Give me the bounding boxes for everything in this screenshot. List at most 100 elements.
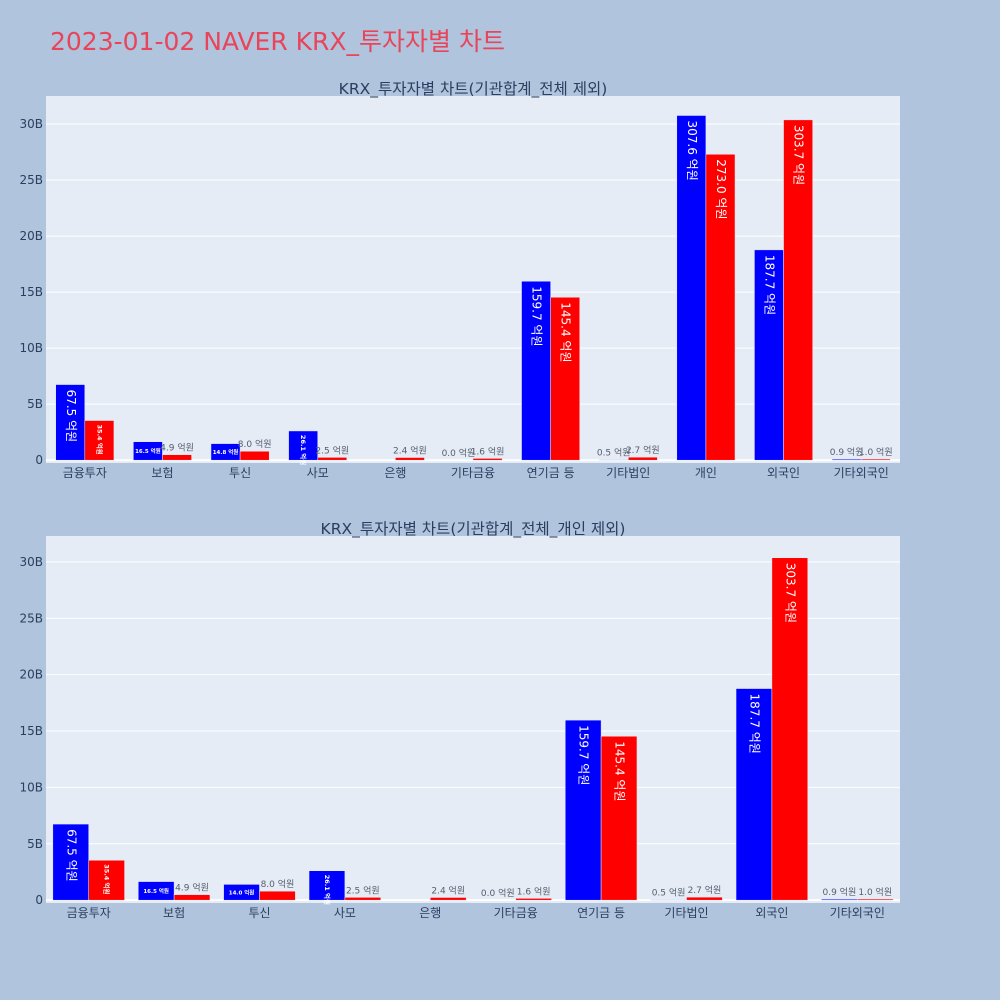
bar-buy <box>162 454 192 461</box>
bar-label: 145.4 억원 <box>559 302 573 362</box>
bar-label: 16.5 억원 <box>143 887 169 895</box>
y-tick-label: 0 <box>35 893 43 907</box>
bar-label: 1.6 억원 <box>471 445 505 457</box>
x-tick-label: 기타외국인 <box>834 466 889 480</box>
x-tick-label: 외국인 <box>767 466 800 480</box>
bar-sell <box>52 823 89 901</box>
x-tick-label: 기타금융 <box>494 906 538 920</box>
bar-label: 187.7 억원 <box>762 255 776 315</box>
bar-buy <box>173 894 211 901</box>
bar-buy <box>628 456 658 461</box>
bar-label: 1.0 억원 <box>858 886 892 898</box>
bar-label: 2.5 억원 <box>315 444 349 456</box>
bar-label: 159.7 억원 <box>577 725 591 785</box>
y-tick-label: 10B <box>19 341 43 355</box>
bar-label: 0.5 억원 <box>652 887 686 899</box>
x-tick-label: 금융투자 <box>63 466 107 480</box>
bar-sell <box>821 898 858 901</box>
bar-label: 1.0 억원 <box>859 446 893 458</box>
x-tick-label: 사모 <box>334 906 356 920</box>
bar-label: 159.7 억원 <box>530 286 544 346</box>
bar-label: 14.8 억원 <box>213 448 239 456</box>
x-tick-label: 외국인 <box>755 906 788 920</box>
bar-sell <box>754 249 784 461</box>
bar-sell <box>133 441 163 461</box>
y-tick-label: 20B <box>19 668 43 682</box>
x-tick-label: 기타법인 <box>664 906 708 920</box>
x-tick-label: 보험 <box>151 466 173 480</box>
x-tick-label: 기타외국인 <box>830 906 885 920</box>
x-tick-label: 기타법인 <box>606 466 650 480</box>
y-tick-label: 25B <box>19 611 43 625</box>
bar-sell <box>288 430 318 461</box>
bar-label: 2.7 억원 <box>626 444 660 456</box>
bar-buy <box>515 898 552 901</box>
bar-buy <box>600 735 638 901</box>
bar-label: 35.4 억원 <box>95 425 104 455</box>
bar-label: 26.1 억원 <box>299 435 308 465</box>
page-title: 2023-01-02 NAVER KRX_투자자별 차트 <box>50 27 505 56</box>
bar-label: 0.0 억원 <box>481 887 515 899</box>
bar-sell <box>55 384 86 461</box>
bar-buy <box>317 457 348 461</box>
bar-sell <box>676 115 707 461</box>
x-tick-label: 연기금 등 <box>577 906 625 920</box>
bar-label: 273.0 억원 <box>714 159 728 219</box>
bar-label: 8.0 억원 <box>238 438 272 450</box>
bar-buy <box>344 897 382 901</box>
bar-sell <box>521 280 551 461</box>
x-tick-label: 투신 <box>248 906 270 920</box>
bar-label: 187.7 억원 <box>747 694 761 754</box>
bar-sell <box>650 899 687 901</box>
x-tick-label: 보험 <box>163 906 185 920</box>
bar-buy <box>783 119 813 461</box>
y-tick-label: 15B <box>19 285 43 299</box>
bar-buy <box>550 297 580 461</box>
y-tick-label: 5B <box>27 397 43 411</box>
bar-buy <box>472 458 503 461</box>
bar-buy <box>771 557 809 901</box>
y-tick-label: 5B <box>27 837 43 851</box>
chart-investor-all: 0 5B 10B 15B 20B 25B 30B KRX_투자자별 차트(기관합계_전체 제외… <box>19 80 900 480</box>
bar-sell <box>308 870 346 901</box>
y-tick-label: 15B <box>19 724 43 738</box>
bar-label: 67.5 억원 <box>64 390 78 443</box>
x-tick-label: 연기금 등 <box>527 466 575 480</box>
bar-buy <box>84 420 115 461</box>
x-tick-label: 기타금융 <box>451 466 495 480</box>
y-tick-label: 30B <box>19 117 43 131</box>
bar-label: 0.0 억원 <box>442 447 476 459</box>
bar-label: 8.0 억원 <box>261 878 295 890</box>
bar-label: 303.7 억원 <box>783 563 797 623</box>
bar-label: 1.6 억원 <box>517 885 551 897</box>
bar-label: 307.6 억원 <box>685 120 699 180</box>
bar-label: 2.4 억원 <box>431 884 465 896</box>
bar-label: 67.5 억원 <box>64 829 78 882</box>
bar-label: 4.9 억원 <box>175 882 209 894</box>
x-tick-label: 금융투자 <box>67 906 111 920</box>
x-tick-label: 사모 <box>307 466 329 480</box>
x-tick-label: 개인 <box>695 466 717 480</box>
y-tick-label: 0 <box>35 453 43 467</box>
x-tick-label: 은행 <box>384 465 406 480</box>
y-tick-label: 25B <box>19 173 43 187</box>
bar-label: 26.1 억원 <box>323 875 332 905</box>
bar-buy <box>860 458 891 461</box>
bar-label: 0.9 억원 <box>830 446 864 458</box>
bar-label: 0.5 억원 <box>597 447 631 459</box>
bar-buy <box>88 860 125 901</box>
x-tick-label: 은행 <box>419 905 441 920</box>
chart-title: KRX_투자자별 차트(기관합계_전체_개인 제외) <box>321 520 626 539</box>
bar-buy <box>686 896 723 901</box>
bar-sell <box>137 881 175 901</box>
bar-label: 2.7 억원 <box>688 884 722 896</box>
bar-buy <box>259 890 296 901</box>
bar-label: 2.5 억원 <box>346 884 380 896</box>
bar-label: 16.5 억원 <box>135 447 161 455</box>
bar-label: 35.4 억원 <box>103 864 112 894</box>
bar-buy <box>857 898 894 901</box>
bar-label: 4.9 억원 <box>160 442 194 454</box>
chart-title: KRX_투자자별 차트(기관합계_전체 제외) <box>339 80 608 99</box>
bar-label: 303.7 억원 <box>792 125 806 185</box>
y-tick-label: 30B <box>19 555 43 569</box>
